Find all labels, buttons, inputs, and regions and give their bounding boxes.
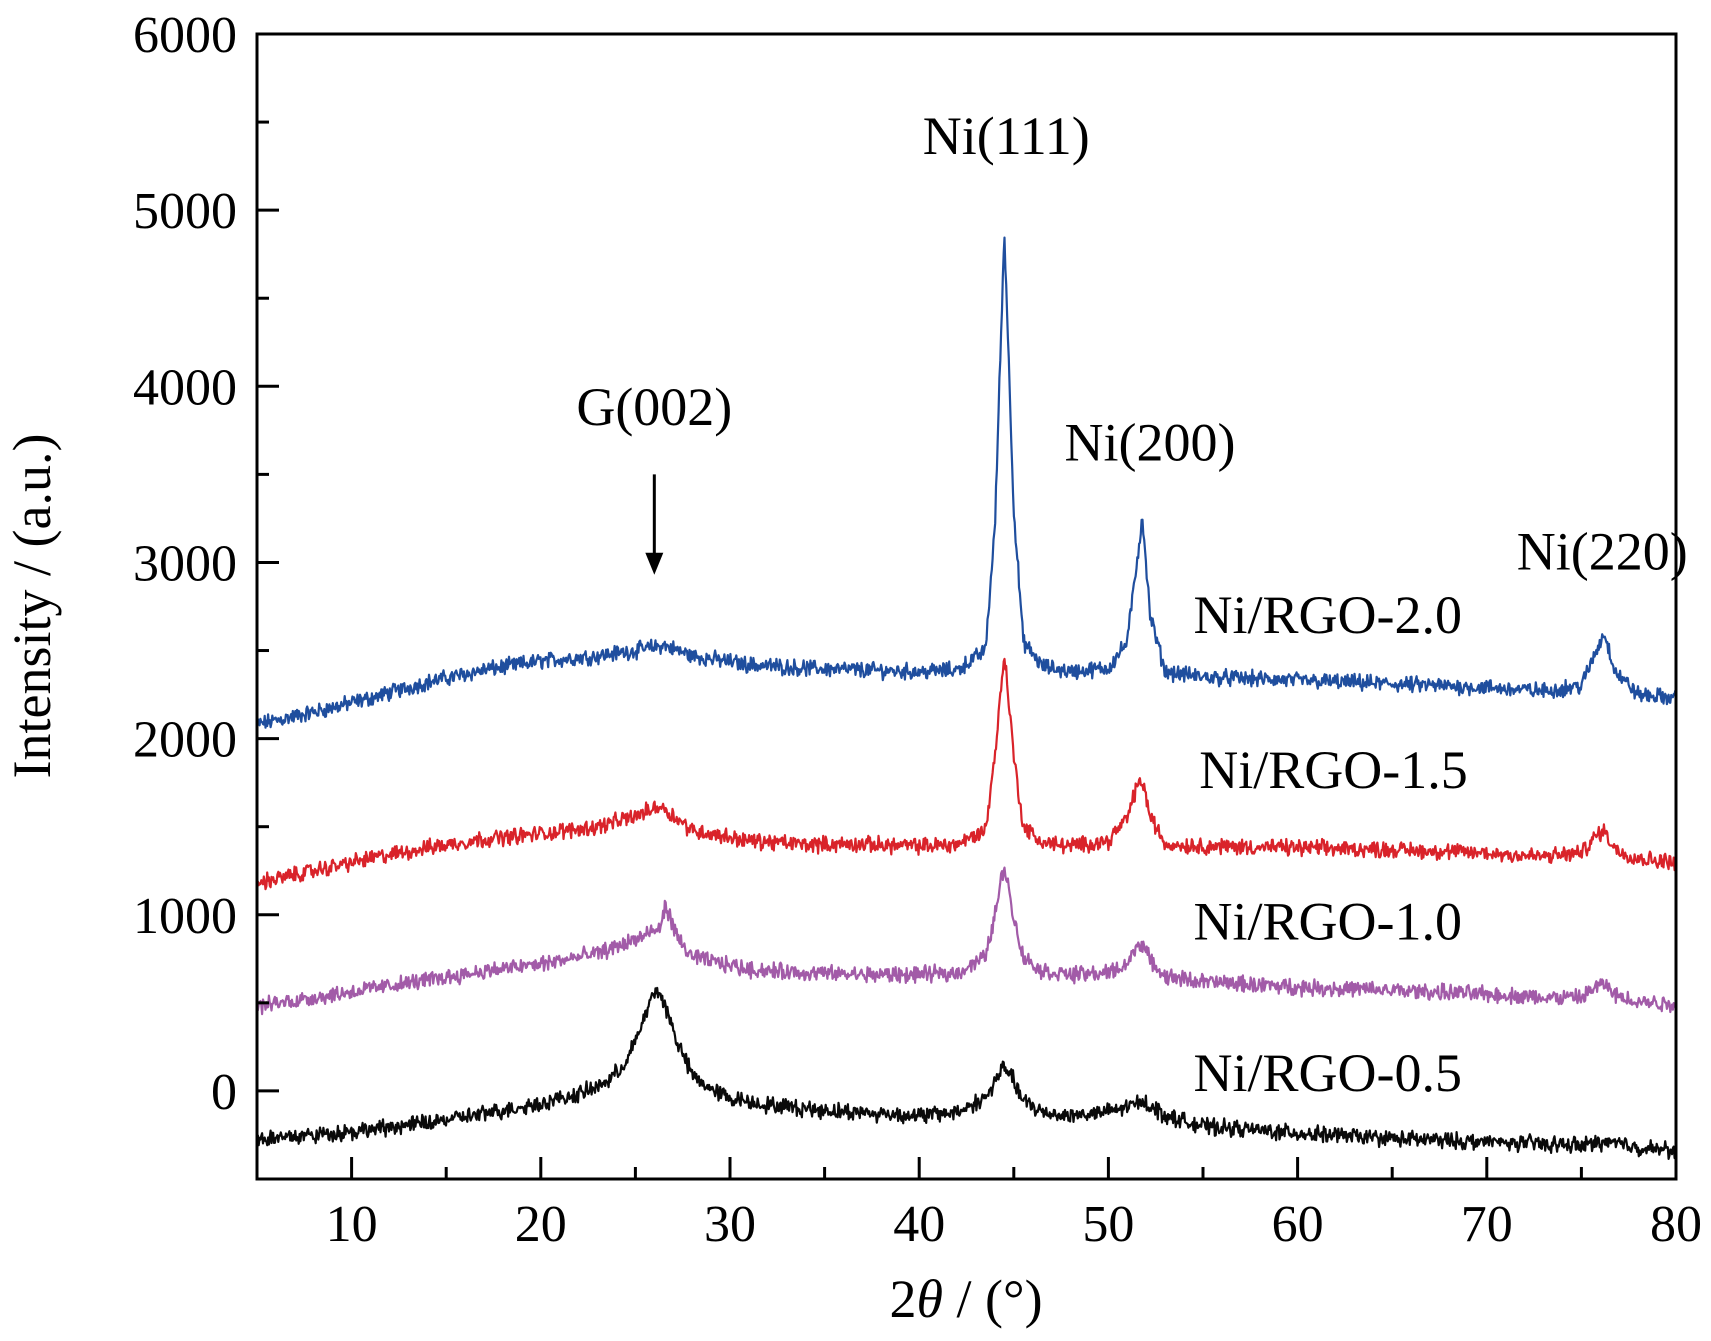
series-label-layer: Ni/RGO-2.0 Ni/RGO-1.5 Ni/RGO-1.0 Ni/RGO-0.5 [1194,585,1468,1103]
x-tick-label: 40 [893,1196,945,1253]
peak-annotation: G(002) [576,377,732,437]
series-label: Ni/RGO-2.0 [1194,585,1463,645]
peak-annotation: Ni(111) [923,106,1090,166]
x-axis-label: 2θ / (°) [889,1269,1042,1329]
annotation-layer: G(002) Ni(111) Ni(200) Ni(220) [576,106,1687,582]
y-tick-label: 0 [211,1064,237,1121]
series-layer [257,236,1676,1161]
y-tick-label: 2000 [133,712,237,769]
series-line-2 [257,657,1676,891]
y-axis: 0 1000 2000 3000 4000 5000 6000 [133,7,279,1181]
y-tick-label: 4000 [133,359,237,416]
y-tick-label: 1000 [133,888,237,945]
series-label: Ni/RGO-0.5 [1194,1043,1463,1103]
peak-annotation: Ni(220) [1517,522,1688,582]
y-tick-label: 6000 [133,7,237,64]
y-axis-label: Intensity / (a.u.) [2,434,62,779]
x-tick-label: 30 [704,1196,756,1253]
x-tick-label: 60 [1272,1196,1324,1253]
peak-annotation: Ni(200) [1065,412,1236,472]
series-line-1 [257,236,1676,729]
series-label: Ni/RGO-1.5 [1199,740,1468,800]
x-tick-label: 20 [515,1196,567,1253]
x-axis: 10 20 30 40 50 60 70 80 [255,1157,1702,1253]
down-arrow-icon [645,552,664,575]
x-tick-label: 10 [326,1196,378,1253]
y-tick-label: 3000 [133,535,237,592]
x-tick-label: 70 [1461,1196,1513,1253]
series-line-4 [257,986,1676,1161]
x-tick-label: 50 [1082,1196,1134,1253]
x-tick-label: 80 [1650,1196,1702,1253]
plot-frame [255,32,1678,1181]
series-label: Ni/RGO-1.0 [1194,891,1463,951]
y-tick-label: 5000 [133,183,237,240]
series-line-3 [257,866,1676,1016]
